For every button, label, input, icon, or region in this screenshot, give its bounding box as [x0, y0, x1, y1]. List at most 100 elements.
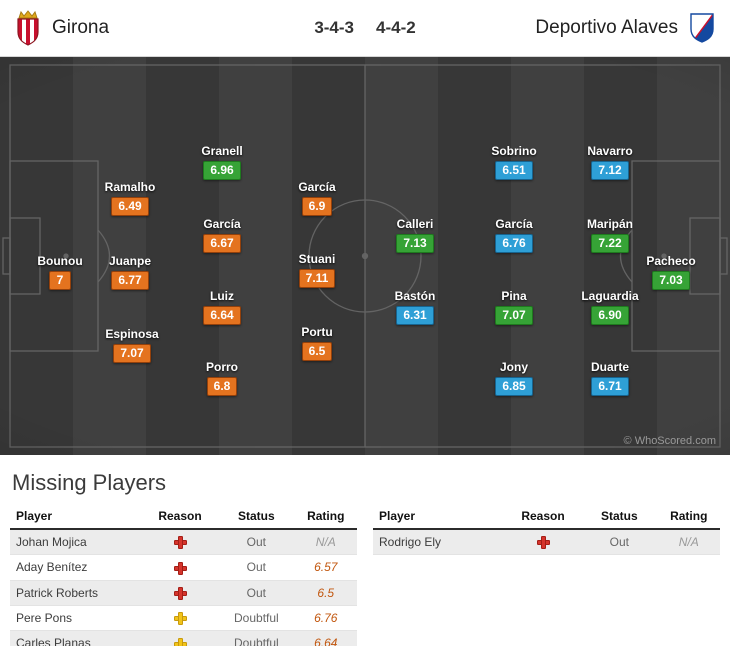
missing-player-name: Pere Pons — [16, 611, 73, 626]
home-team[interactable]: Girona — [14, 9, 109, 47]
red-cross-icon — [173, 536, 187, 550]
player-rating-badge: 6.76 — [495, 234, 533, 253]
watermark: © WhoScored.com — [623, 435, 716, 447]
yellow-cross-icon — [173, 612, 187, 626]
player-name: García — [203, 217, 241, 231]
player-rating-badge: 6.85 — [495, 377, 533, 396]
missing-player-row[interactable]: Aday Benítez Out 6.57 — [10, 555, 357, 581]
right-goal — [719, 237, 728, 275]
player-rating-badge: 6.67 — [203, 234, 241, 253]
player-jony[interactable]: Jony 6.85 — [466, 360, 562, 396]
pitch-markings — [0, 57, 730, 455]
player-sobrino[interactable]: Sobrino 6.51 — [466, 144, 562, 180]
player-name: Navarro — [587, 144, 633, 158]
player-bounou[interactable]: Bounou 7 — [12, 254, 108, 290]
missing-player-name: Johan Mojica — [16, 535, 87, 550]
missing-player-row[interactable]: Johan Mojica Out N/A — [10, 529, 357, 555]
col-rating: Rating — [657, 506, 720, 530]
pitch: Bounou 7 Ramalho 6.49 Juanpe 6.77 Espinosa 7.07… — [0, 57, 730, 455]
player-stuani[interactable]: Stuani 7.11 — [269, 252, 365, 288]
missing-player-reason — [142, 631, 218, 646]
missing-player-rating: N/A — [678, 535, 699, 550]
player-ramalho[interactable]: Ramalho 6.49 — [82, 180, 178, 216]
player-name: Stuani — [298, 252, 336, 266]
girona-crest-icon — [17, 10, 39, 46]
player-name: Luiz — [210, 289, 234, 303]
missing-player-rating: N/A — [315, 535, 336, 550]
player-name: Calleri — [396, 217, 434, 231]
col-player: Player — [373, 506, 505, 530]
player-name: Ramalho — [104, 180, 156, 194]
player-pina[interactable]: Pina 7.07 — [466, 289, 562, 325]
missing-players-title: Missing Players — [12, 470, 167, 495]
player-name: Duarte — [590, 360, 629, 374]
player-duarte[interactable]: Duarte 6.71 — [562, 360, 658, 396]
missing-players-table-away: Player Reason Status Rating Rodrigo Ely O… — [373, 506, 720, 555]
pitch-players: Bounou 7 Ramalho 6.49 Juanpe 6.77 Espinosa 7.07… — [0, 57, 730, 455]
red-cross-icon — [173, 586, 187, 600]
red-cross-icon — [536, 536, 550, 550]
player-name: Jony — [499, 360, 528, 374]
missing-away-rows: Rodrigo Ely Out N/A — [373, 529, 720, 555]
home-team-name[interactable]: Girona — [52, 17, 110, 38]
table-header-row: Player Reason Status Rating — [373, 506, 720, 530]
missing-player-reason — [505, 529, 581, 555]
player-garcia[interactable]: García 6.67 — [174, 217, 270, 253]
player-name: Espinosa — [105, 327, 159, 341]
missing-player-reason — [142, 555, 218, 580]
missing-player-row[interactable]: Patrick Roberts Out 6.5 — [10, 580, 357, 606]
player-calleri[interactable]: Calleri 7.13 — [367, 217, 463, 253]
missing-players-tables: Player Reason Status Rating Johan Mojica… — [10, 506, 720, 646]
player-maripan[interactable]: Maripán 7.22 — [562, 217, 658, 253]
missing-player-rating: 6.76 — [314, 611, 338, 626]
player-rating-badge: 6.5 — [301, 342, 333, 361]
col-player: Player — [10, 506, 142, 530]
away-formation: 4-4-2 — [376, 18, 416, 37]
player-rating-badge: 6.9 — [301, 197, 333, 216]
missing-player-name: Carles Planas — [16, 636, 91, 646]
player-garcia[interactable]: García 6.76 — [466, 217, 562, 253]
missing-player-rating: 6.5 — [317, 585, 335, 600]
player-laguardia[interactable]: Laguardia 6.90 — [562, 289, 658, 325]
center-circle — [308, 199, 422, 313]
col-reason: Reason — [141, 506, 219, 530]
col-status: Status — [218, 506, 295, 530]
red-cross-icon — [173, 561, 187, 575]
missing-player-row[interactable]: Pere Pons Doubtful 6.76 — [10, 605, 357, 631]
player-rating-badge: 7.07 — [495, 306, 533, 325]
col-rating: Rating — [294, 506, 357, 530]
missing-player-row[interactable]: Carles Planas Doubtful 6.64 — [10, 630, 357, 646]
player-rating-badge: 7.22 — [591, 234, 629, 253]
missing-players-table-home: Player Reason Status Rating Johan Mojica… — [10, 506, 357, 646]
missing-player-row[interactable]: Rodrigo Ely Out N/A — [373, 529, 720, 555]
player-juanpe[interactable]: Juanpe 6.77 — [82, 254, 178, 290]
player-baston[interactable]: Bastón 6.31 — [367, 289, 463, 325]
player-portu[interactable]: Portu 6.5 — [269, 325, 365, 361]
missing-player-status: Out — [246, 535, 267, 550]
player-porro[interactable]: Porro 6.8 — [174, 360, 270, 396]
player-name: Maripán — [586, 217, 633, 231]
player-rating-badge: 7 — [49, 271, 71, 290]
player-rating-badge: 7.11 — [298, 269, 336, 288]
player-rating-badge: 7.03 — [652, 271, 690, 290]
table-header-row: Player Reason Status Rating — [10, 506, 357, 530]
alaves-crest-icon — [690, 13, 714, 43]
player-name: Portu — [301, 325, 333, 339]
away-team[interactable]: Deportivo Alaves — [535, 11, 716, 45]
player-pacheco[interactable]: Pacheco 7.03 — [623, 254, 719, 290]
missing-player-rating: 6.64 — [314, 636, 338, 646]
player-espinosa[interactable]: Espinosa 7.07 — [84, 327, 180, 363]
away-team-name[interactable]: Deportivo Alaves — [535, 17, 678, 38]
missing-players-section: Missing Players Player Reason Status Rat… — [0, 455, 730, 646]
player-name: Laguardia — [581, 289, 639, 303]
player-granell[interactable]: Granell 6.96 — [174, 144, 270, 180]
player-rating-badge: 6.96 — [203, 161, 241, 180]
player-luiz[interactable]: Luiz 6.64 — [174, 289, 270, 325]
player-garcia[interactable]: García 6.9 — [269, 180, 365, 216]
player-name: Sobrino — [491, 144, 537, 158]
player-rating-badge: 6.49 — [111, 197, 149, 216]
player-rating-badge: 6.90 — [591, 306, 629, 325]
missing-player-rating: 6.57 — [314, 560, 338, 575]
player-navarro[interactable]: Navarro 7.12 — [562, 144, 658, 180]
yellow-cross-icon — [173, 637, 187, 646]
